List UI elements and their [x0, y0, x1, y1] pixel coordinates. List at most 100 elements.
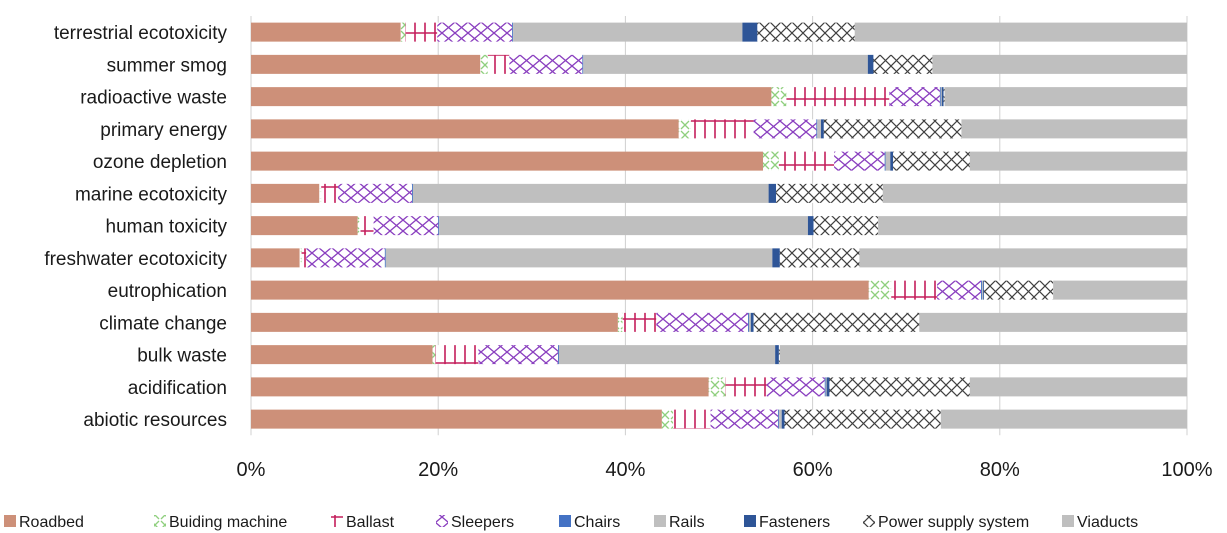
bar-segment-fasteners: [826, 377, 830, 397]
bars-layer: [251, 22, 1187, 429]
bar-segment-buiding-machine: [299, 248, 302, 268]
bar-segment-chairs: [558, 345, 559, 365]
bar-segment-fasteners: [742, 22, 758, 42]
bar-segment-fasteners: [821, 119, 824, 139]
category-label: ozone depletion: [93, 152, 227, 173]
bar-segment-roadbed: [251, 54, 481, 74]
bar-segment-chairs: [411, 183, 413, 203]
x-tick-label: 40%: [605, 459, 645, 481]
bar-segment-sleepers: [753, 119, 817, 139]
bar-segment-chairs: [824, 377, 826, 397]
bar-segment-viaducts: [961, 119, 1187, 139]
bar-segment-rails: [982, 280, 983, 300]
bar-segment-chairs: [816, 119, 818, 139]
bar-segment-roadbed: [251, 151, 763, 171]
bar-segment-viaducts: [940, 409, 1187, 429]
category-labels: terrestrial ecotoxicity summer smog radioa…: [44, 23, 227, 431]
bar-segment-power-supply-system: [823, 119, 962, 139]
x-tick-label: 20%: [418, 459, 458, 481]
category-label: summer smog: [107, 55, 227, 76]
bar-segment-power-supply-system: [943, 87, 945, 107]
bar-segment-viaducts: [882, 183, 1187, 203]
bar-segment-ballast: [321, 183, 339, 203]
bar-segment-roadbed: [251, 87, 772, 107]
bar-segment-viaducts: [878, 216, 1187, 236]
bar-segment-power-supply-system: [813, 216, 879, 236]
category-label: bulk waste: [137, 346, 227, 367]
bar-segment-fasteners: [772, 248, 780, 268]
legend-label: Buiding machine: [169, 514, 287, 531]
bar-segment-power-supply-system: [893, 151, 970, 171]
bar-segment-rails: [825, 377, 827, 397]
legend-label: Power supply system: [878, 514, 1029, 531]
bar-segment-buiding-machine: [762, 151, 779, 171]
bar-segment-fasteners: [982, 280, 984, 300]
bar-segment-roadbed: [251, 22, 401, 42]
bar-segment-ballast: [673, 409, 711, 429]
legend-swatch-ballast: [331, 515, 343, 527]
legend-swatch-chairs: [559, 515, 571, 527]
bar-segment-chairs: [884, 151, 886, 171]
bar-segment-rails: [885, 151, 891, 171]
bar-segment-viaducts: [932, 54, 1187, 74]
bar-segment-roadbed: [251, 248, 300, 268]
bar-segment-fasteners: [775, 345, 779, 365]
bar-segment-power-supply-system: [757, 22, 855, 42]
bar-segment-ballast: [622, 312, 657, 332]
bar-segment-power-supply-system: [784, 409, 941, 429]
bar-segment-buiding-machine: [771, 87, 787, 107]
bar-segment-ballast: [301, 248, 307, 268]
category-label: primary energy: [100, 120, 227, 141]
bar-segment-fasteners: [941, 87, 944, 107]
legend-swatch-fasteners: [744, 515, 756, 527]
bar-segment-sleepers: [373, 216, 439, 236]
bar-segment-chairs: [777, 409, 779, 429]
bar-segment-fasteners: [781, 409, 785, 429]
bar-segment-rails: [940, 87, 942, 107]
bar-segment-ballast: [360, 216, 374, 236]
bar-segment-rails: [439, 216, 808, 236]
category-label: human toxicity: [106, 217, 228, 238]
bar-segment-sleepers: [710, 409, 778, 429]
legend-swatch-roadbed: [4, 515, 16, 527]
bar-segment-power-supply-system: [778, 345, 780, 365]
bar-segment-viaducts: [779, 345, 1187, 365]
bar-segment-roadbed: [251, 119, 679, 139]
bar-segment-ballast: [690, 119, 754, 139]
x-tick-label: 60%: [793, 459, 833, 481]
bar-segment-buiding-machine: [432, 345, 436, 365]
bar-segment-chairs: [582, 54, 584, 74]
legend-label: Fasteners: [759, 514, 830, 531]
bar-segment-power-supply-system: [983, 280, 1054, 300]
legend-swatch-viaducts: [1062, 515, 1074, 527]
bar-segment-sleepers: [437, 22, 513, 42]
bar-segment-chairs: [384, 248, 386, 268]
bar-segment-buiding-machine: [480, 54, 488, 74]
x-tick-label: 100%: [1161, 459, 1212, 481]
legend-label: Sleepers: [451, 514, 514, 531]
bar-segment-roadbed: [251, 345, 433, 365]
bar-segment-viaducts: [919, 312, 1187, 332]
bar-segment-fasteners: [807, 216, 814, 236]
bar-segment-sleepers: [937, 280, 982, 300]
bar-segment-buiding-machine: [868, 280, 892, 300]
bar-segment-rails: [513, 22, 743, 42]
bar-segment-roadbed: [251, 280, 869, 300]
bar-segment-power-supply-system: [753, 312, 920, 332]
legend-swatch-sleepers: [436, 515, 448, 527]
x-tick-label: 0%: [237, 459, 266, 481]
legend: Roadbed Buiding machine Ballast Sleepers Cha…: [4, 514, 1138, 531]
bar-segment-ballast: [487, 54, 510, 74]
bar-segment-buiding-machine: [678, 119, 691, 139]
bar-segment-buiding-machine: [357, 216, 361, 236]
bar-segment-sleepers: [766, 377, 825, 397]
bar-segment-rails: [778, 409, 782, 429]
bar-segment-ballast: [725, 377, 767, 397]
x-axis-tick-labels: 0% 20% 40% 60% 80% 100%: [237, 459, 1213, 481]
bar-segment-fasteners: [867, 54, 874, 74]
bar-segment-power-supply-system: [779, 248, 860, 268]
bar-segment-sleepers: [834, 151, 885, 171]
bar-segment-roadbed: [251, 216, 358, 236]
bar-segment-ballast: [435, 345, 479, 365]
bar-segment-sleepers: [338, 183, 412, 203]
